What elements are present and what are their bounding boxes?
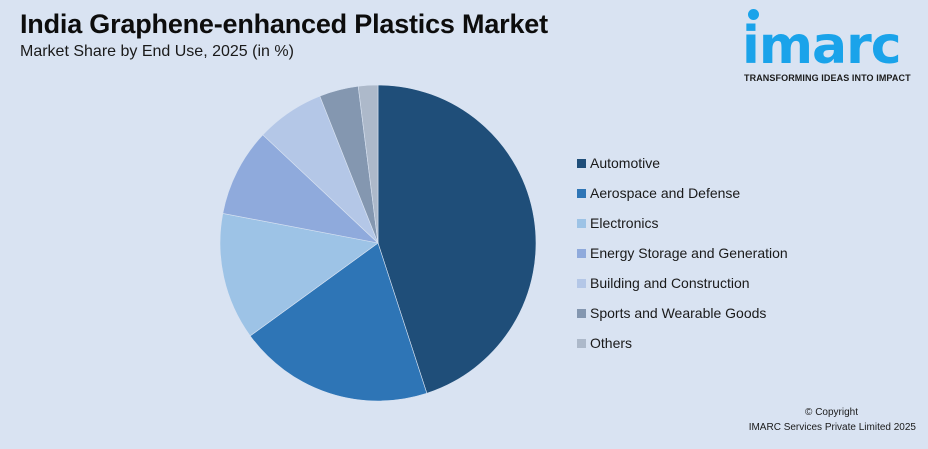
- legend-item: Energy Storage and Generation: [577, 238, 788, 268]
- footer: © Copyright IMARC Services Private Limit…: [749, 405, 916, 435]
- legend-item: Automotive: [577, 148, 788, 178]
- logo-tagline: TRANSFORMING IDEAS INTO IMPACT: [744, 73, 911, 83]
- logo-dot-icon: [748, 9, 759, 20]
- chart-legend: Automotive Aerospace and Defense Electroni…: [577, 148, 788, 358]
- legend-item: Electronics: [577, 208, 788, 238]
- legend-label: Aerospace and Defense: [590, 185, 741, 201]
- pie-slice-others: [357, 84, 379, 244]
- legend-swatch-icon: [577, 338, 586, 348]
- logo-wordmark: imarc: [742, 16, 902, 76]
- chart-subtitle: Market Share by End Use, 2025 (in %): [20, 43, 294, 60]
- legend-swatch-icon: [577, 158, 586, 168]
- legend-label: Sports and Wearable Goods: [590, 305, 767, 321]
- legend-label: Building and Construction: [590, 275, 750, 291]
- legend-label: Electronics: [590, 215, 659, 231]
- legend-item: Others: [577, 328, 788, 358]
- copyright-label: © Copyright: [805, 407, 858, 418]
- legend-swatch-icon: [577, 188, 586, 198]
- pie-chart: [219, 84, 537, 402]
- company-label: IMARC Services Private Limited 2025: [748, 422, 916, 433]
- pie-slice-energy-storage-and-generation: [222, 134, 379, 244]
- legend-item: Sports and Wearable Goods: [577, 298, 788, 328]
- pie-slice-electronics: [219, 213, 379, 337]
- legend-item: Building and Construction: [577, 268, 788, 298]
- legend-label: Energy Storage and Generation: [590, 245, 788, 261]
- legend-swatch-icon: [577, 248, 586, 258]
- legend-label: Automotive: [590, 155, 661, 171]
- legend-swatch-icon: [577, 278, 586, 288]
- legend-swatch-icon: [577, 218, 586, 228]
- pie-slice-aerospace-and-defense: [249, 242, 428, 402]
- chart-title: India Graphene-enhanced Plastics Market: [20, 9, 548, 39]
- imarc-logo: imarc TRANSFORMING IDEAS INTO IMPACT: [742, 6, 920, 86]
- legend-item: Aerospace and Defense: [577, 178, 788, 208]
- pie-slice-automotive: [377, 84, 537, 394]
- legend-label: Others: [590, 335, 633, 351]
- legend-swatch-icon: [577, 308, 586, 318]
